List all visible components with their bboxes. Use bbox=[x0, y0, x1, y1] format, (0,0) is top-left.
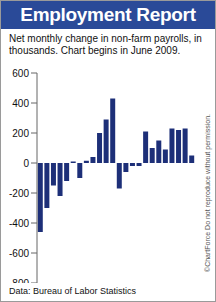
svg-text:0: 0 bbox=[23, 158, 29, 169]
html-text:Employment Report: Employment Report bbox=[20, 4, 196, 25]
svg-text:600: 600 bbox=[12, 68, 29, 79]
svg-text:-800: -800 bbox=[9, 278, 29, 283]
svg-text:200: 200 bbox=[12, 128, 29, 139]
svg-text:-400: -400 bbox=[9, 218, 29, 229]
html-text:Data: Bureau of Labor Statisti: Data: Bureau of Labor Statistics bbox=[9, 286, 137, 296]
svg-text:400: 400 bbox=[12, 98, 29, 109]
svg-text:-200: -200 bbox=[9, 188, 29, 199]
svg-text:©ChartForce Do not reproduce w: ©ChartForce Do not reproduce without per… bbox=[204, 114, 208, 272]
html-text:Net monthly change in non-farm: Net monthly change in non-farm payrolls,… bbox=[9, 33, 202, 56]
svg-text:-600: -600 bbox=[9, 248, 29, 259]
